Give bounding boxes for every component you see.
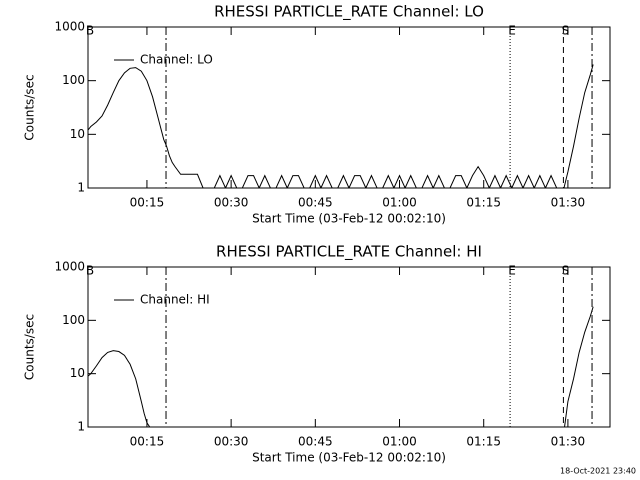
data-line: [88, 306, 594, 427]
chart-title: RHESSI PARTICLE_RATE Channel: LO: [214, 3, 484, 22]
event-label: B: [86, 24, 94, 38]
x-axis-title: Start Time (03-Feb-12 00:02:10): [252, 212, 446, 226]
event-label: S: [562, 264, 570, 278]
legend-label: Channel: HI: [140, 293, 210, 307]
x-tick-label: 01:15: [466, 435, 501, 449]
x-tick-label: 00:45: [298, 196, 333, 210]
x-tick-label: 01:00: [382, 196, 417, 210]
x-tick-label: 00:30: [214, 196, 249, 210]
plot-frame: [87, 266, 611, 428]
y-tick-label: 10: [70, 127, 85, 141]
legend-label: Channel: LO: [140, 53, 213, 67]
event-label: E: [508, 264, 516, 278]
y-axis-title: Counts/sec: [23, 314, 37, 380]
x-tick-label: 01:00: [382, 435, 417, 449]
event-label: B: [86, 264, 94, 278]
event-label: E: [508, 24, 516, 38]
event-label: S: [562, 24, 570, 38]
x-tick-label: 00:45: [298, 435, 333, 449]
footer: 18-Oct-2021 23:40: [560, 467, 636, 476]
chart-title: RHESSI PARTICLE_RATE Channel: HI: [216, 243, 482, 262]
x-tick-label: 00:15: [130, 196, 165, 210]
x-axis-title: Start Time (03-Feb-12 00:02:10): [252, 451, 446, 465]
y-axis-title: Counts/sec: [23, 74, 37, 140]
x-tick-label: 00:30: [214, 435, 249, 449]
x-tick-label: 01:15: [466, 196, 501, 210]
y-tick-label: 1000: [54, 260, 85, 274]
y-tick-label: 100: [62, 313, 85, 327]
y-tick-label: 10: [70, 366, 85, 380]
x-tick-label: 00:15: [130, 435, 165, 449]
y-tick-label: 1000: [54, 20, 85, 34]
x-tick-label: 01:30: [551, 435, 586, 449]
data-line: [88, 64, 594, 188]
y-tick-label: 1: [77, 420, 85, 434]
y-tick-label: 1: [77, 181, 85, 195]
y-tick-label: 100: [62, 73, 85, 87]
x-tick-label: 01:30: [551, 196, 586, 210]
